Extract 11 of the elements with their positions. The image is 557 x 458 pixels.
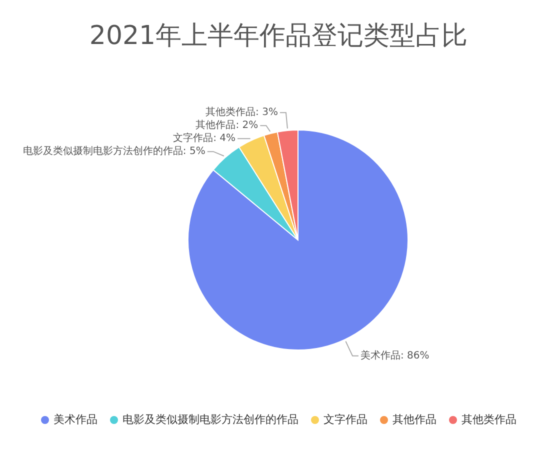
data-label: 文字作品: 4% <box>173 132 236 144</box>
legend-label: 文字作品 <box>324 412 368 427</box>
data-label: 其他类作品: 3% <box>206 106 278 118</box>
chart-title: 2021年上半年作品登记类型占比 <box>88 20 469 53</box>
data-label: 其他作品: 2% <box>196 119 258 132</box>
legend-label: 美术作品 <box>54 412 98 427</box>
data-label: 电影及类似摄制电影方法创作的作品: 5% <box>22 145 206 158</box>
legend-label: 其他类作品 <box>462 412 516 427</box>
legend-label: 电影及类似摄制电影方法创作的作品 <box>122 412 298 427</box>
data-label: 美术作品: 86% <box>360 349 430 362</box>
legend-label: 其他作品 <box>392 412 436 427</box>
